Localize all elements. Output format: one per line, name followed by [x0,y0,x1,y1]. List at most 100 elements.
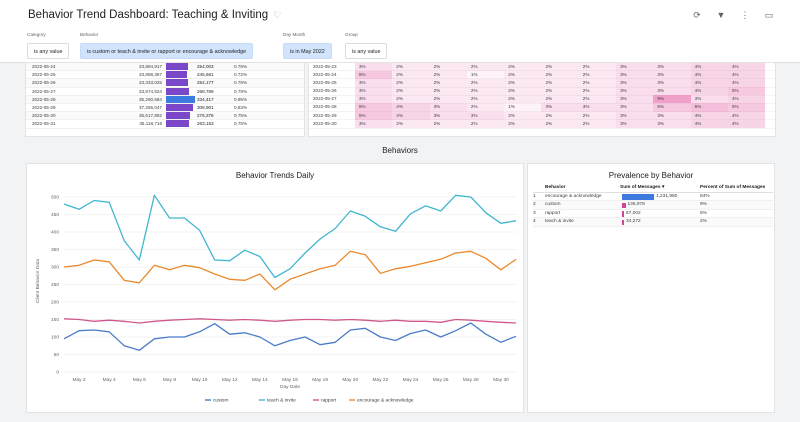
heat-cell: 2% [578,78,617,88]
sum-cell: 136,978 [620,201,698,209]
series-line-custom [63,322,517,351]
heat-cell: 2% [578,95,617,104]
table-row[interactable]: 2022-05-31 35,118,716 263,153 0.75% [26,120,304,129]
x-tick-label: May 14 [252,377,268,383]
heat-cell: 2% [578,87,617,96]
heat-row[interactable]: 2022-05-26 3% 2% 2% 2% 2% 2% 2% 3% 3% 4% 5% [309,87,775,96]
percent-cell: 0.75% [234,113,248,119]
heat-cell: 3% [690,95,728,104]
heat-cell: 2% [504,119,542,128]
heat-row[interactable]: 2022-05-30 3% 2% 2% 2% 2% 2% 2% 3% 3% 4% 4% [309,119,775,129]
legend-label: teach & invite [267,398,296,404]
heat-row[interactable]: 2022-05-29 5% 4% 3% 3% 2% 2% 2% 3% 3% 4% 4% [309,111,775,121]
table-row[interactable]: 2022-05-30 36,617,892 276,378 0.75% [26,112,304,121]
percent-cell: 2% [700,219,707,224]
messages-cell: 35,118,716 [139,121,162,127]
heat-cell: 4% [727,111,766,120]
date-cell: 2022-05-27 [32,88,56,94]
heat-row[interactable]: 2022-05-27 3% 2% 2% 2% 2% 2% 2% 3% 9% 3% 4% [309,95,775,104]
table-row[interactable]: 1 encourage & acknowledge 1,231,980 84% [533,193,773,201]
legend-label: custom [213,398,228,404]
heat-cell: 3% [653,87,691,96]
bar-value: 308,901 [197,105,214,111]
table-row[interactable]: 2022-05-25 33,888,357 245,681 0.72% [26,71,304,80]
filter-day-month-chip[interactable]: is in May 2022 [283,43,332,59]
heat-date-cell: 2022-05-24 [313,71,337,77]
table-row[interactable]: 2022-05-28 35,290,584 334,417 0.95% [26,95,304,104]
sort-down-icon[interactable]: ▾ [661,185,665,190]
favorite-star-icon[interactable]: ♡ [273,9,282,20]
table-row[interactable]: 3 rapport 67,002 5% [533,210,773,218]
prevalence-table: Behavior Sum of Messages ▾ Percent of Su… [533,184,773,227]
filter-category-chip[interactable]: is any value [27,43,70,59]
sum-value: 136,978 [627,202,645,207]
table-row[interactable]: 4 teach & invite 34,272 2% [533,218,773,227]
bar-fill [166,95,196,103]
heat-cell: 4% [690,70,728,79]
behavior-heat-table: 2022-05-23 3% 2% 2% 2% 2% 2% 2% 3% 3% 4% 4% 2022-05-… [309,63,775,136]
percent-cell: 0.83% [234,105,248,111]
heat-cell: 2% [392,70,430,79]
filter-group-label: Group [345,32,358,37]
heat-cell: 3% [429,111,467,120]
table-row[interactable]: 2022-05-29 37,255,047 308,901 0.83% [26,104,304,113]
folder-icon[interactable]: ▭ [764,9,774,20]
y-tick-label: 250 [51,282,59,288]
table-row[interactable]: 2022-05-26 33,333,025 254,177 0.76% [26,79,304,88]
filter-behavior-chip[interactable]: is custom or teach & invite or rapport o… [80,43,254,59]
heat-cell: 5% [355,111,393,120]
heat-cell: 3% [429,103,467,112]
bar-fill [166,104,193,112]
filter-icon[interactable]: ▼ [716,10,726,20]
bar-value: 263,153 [197,121,214,127]
header-sum[interactable]: Sum of Messages ▾ [620,184,698,192]
heat-cell: 2% [466,78,505,88]
heat-cell: 3% [653,70,691,79]
bar-value: 254,003 [197,64,214,70]
chart-title: Behavior Trends Daily [235,171,315,180]
row-index: 2 [533,202,536,207]
heat-date-cell: 2022-05-26 [313,88,337,94]
header-percent[interactable]: Percent of Sum of Messages [700,185,766,190]
table-row[interactable]: 2022-05-24 33,894,917 254,003 0.76% [26,63,304,72]
heat-row[interactable]: 2022-05-28 5% 4% 3% 2% 1% 3% 3% 3% 5% 6% 5% [309,103,775,113]
heat-cell: 4% [727,78,766,88]
heat-cell: 2% [541,70,579,79]
heat-date-cell: 2022-05-25 [313,79,337,85]
filter-group-chip[interactable]: is any value [345,43,388,59]
heat-cell: 2% [578,119,617,128]
heat-cell: 2% [578,70,617,79]
bar-cell: 334,417 [166,95,226,103]
heat-cell: 3% [653,63,691,71]
heat-cell: 5% [727,103,766,112]
prevalence-rows: 1 encourage & acknowledge 1,231,980 84% 2 cus… [533,193,773,227]
bar-cell: 276,378 [166,112,226,120]
refresh-icon[interactable]: ⟳ [693,9,701,20]
header-behavior[interactable]: Behavior [545,185,566,190]
heat-cell: 2% [429,87,467,96]
heat-row[interactable]: 2022-05-23 3% 2% 2% 2% 2% 2% 2% 3% 3% 4% 4% [309,63,775,72]
heat-date-cell: 2022-05-28 [313,104,337,110]
behavior-cell: encourage & acknowledge [545,193,602,199]
x-tick-label: May 12 [222,377,238,383]
heat-date-cell: 2022-05-23 [313,63,337,69]
heat-row[interactable]: 2022-05-24 5% 2% 2% 1% 2% 2% 2% 3% 3% 4% 4% [309,70,775,80]
toolbar: ⟳ ▼ ⋮ ▭ [690,8,776,22]
more-options-icon[interactable]: ⋮ [740,9,750,20]
sum-value: 34,272 [626,219,641,224]
bar-value: 268,769 [197,88,214,94]
heat-cell: 3% [616,87,654,96]
bar-cell: 263,153 [166,120,226,128]
percent-cell: 0.76% [234,80,248,86]
section-title: Behaviors [382,146,418,155]
x-tick-label: May 10 [192,377,208,383]
heat-cell: 3% [355,119,393,128]
heat-cell: 5% [653,103,691,112]
table-row[interactable]: 2022-05-27 33,874,524 268,769 0.79% [26,87,304,96]
table-row[interactable]: 2 custom 136,978 9% [533,201,773,210]
heat-row[interactable]: 2022-05-25 3% 2% 2% 2% 2% 2% 2% 3% 3% 4% 4% [309,78,775,88]
x-tick-label: May 20 [342,377,358,383]
heat-cell: 2% [429,63,467,71]
y-tick-label: 150 [51,317,59,323]
date-cell: 2022-05-26 [32,80,56,86]
